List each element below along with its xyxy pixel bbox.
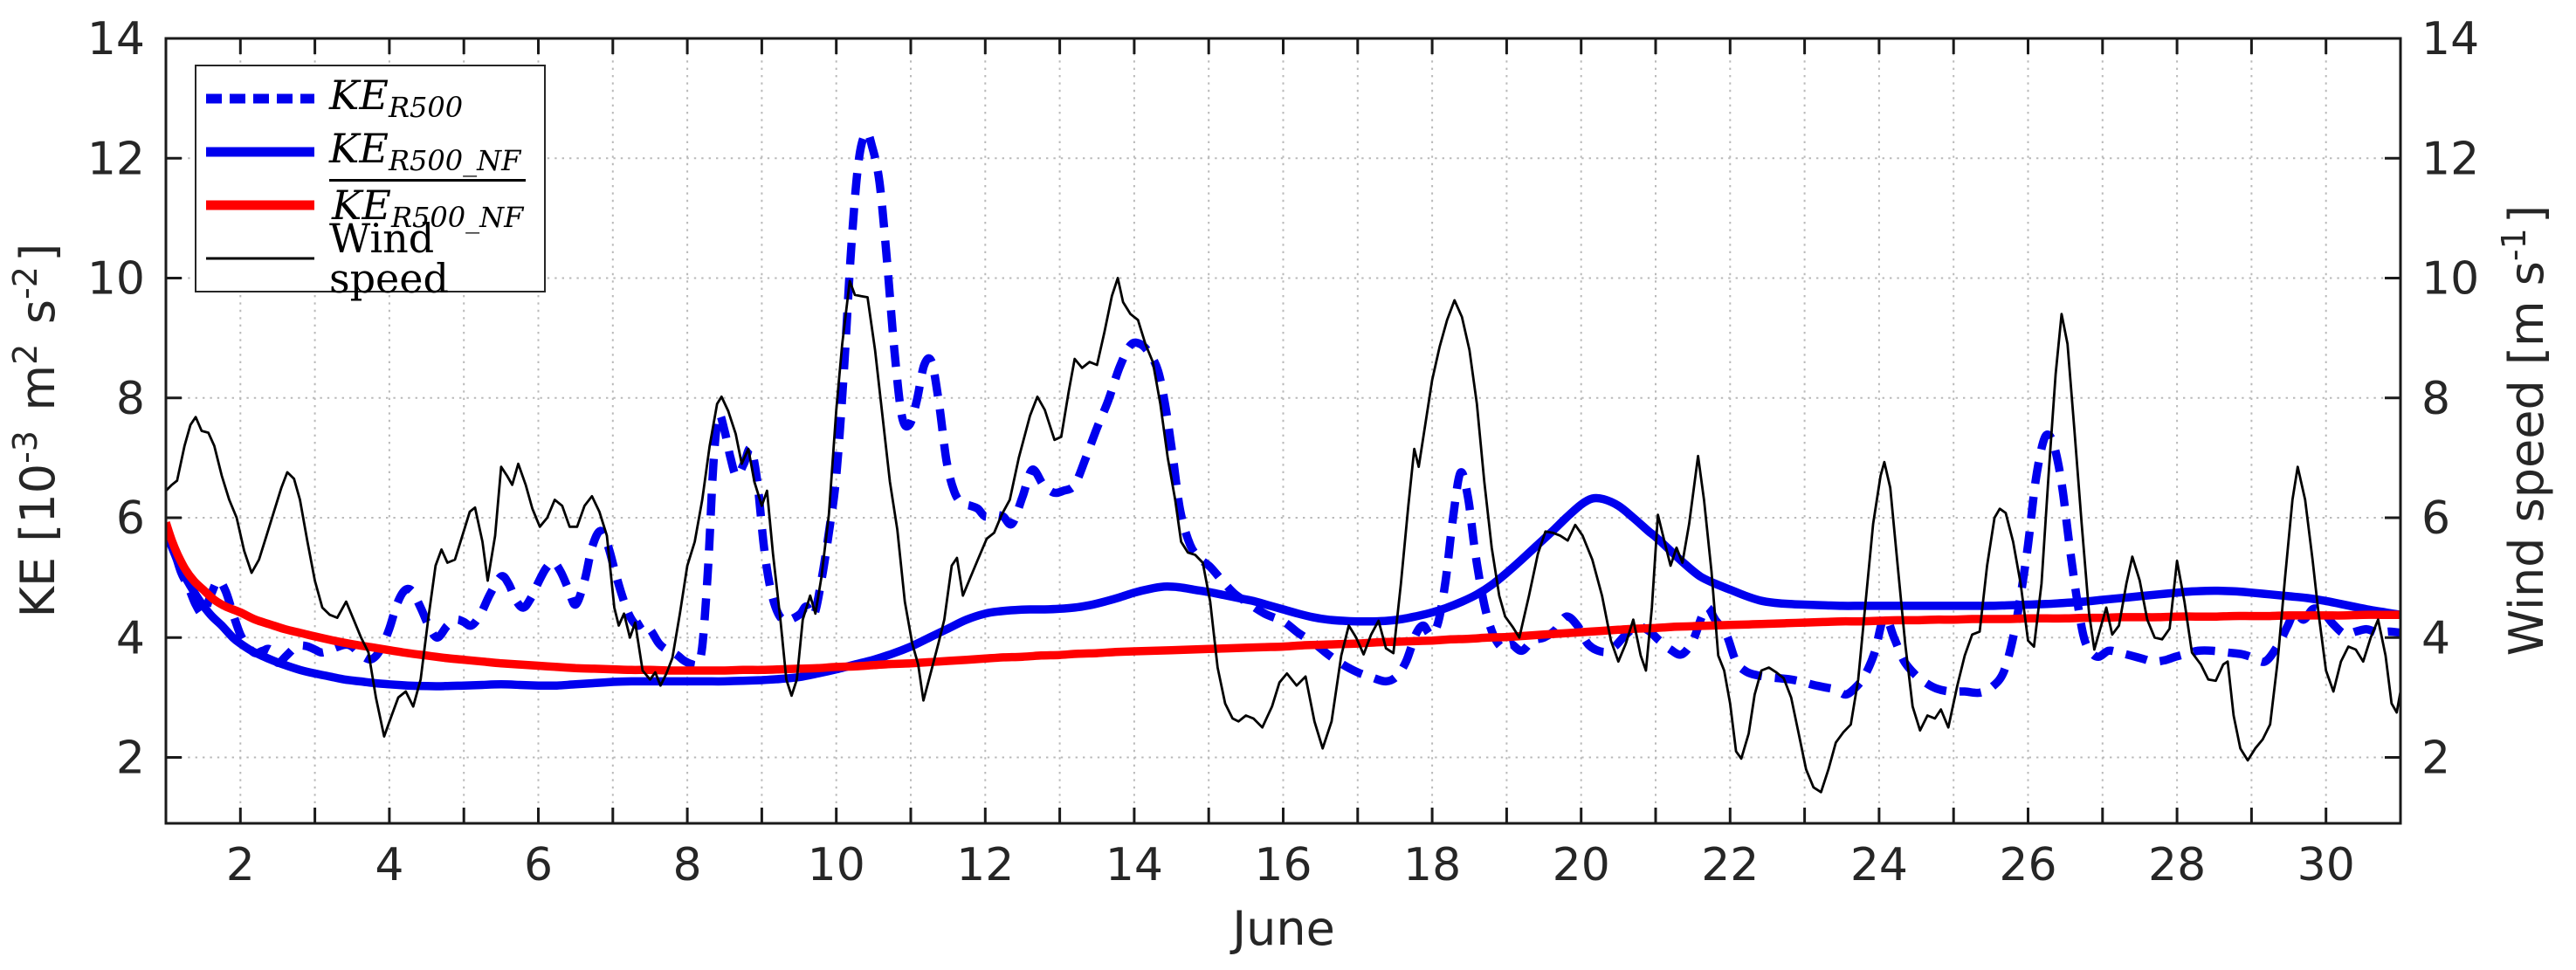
legend-item-mean-ke-r500-nf: KER500_NF xyxy=(196,179,544,231)
svg-text:14: 14 xyxy=(1105,839,1163,891)
legend-swatch-dashed-icon xyxy=(206,93,314,104)
grid-lines xyxy=(166,38,2400,823)
legend-item-wind-speed: Wind speed xyxy=(196,218,544,299)
svg-text:2: 2 xyxy=(2421,733,2450,785)
legend-label: KER500 xyxy=(329,72,464,125)
svg-text:8: 8 xyxy=(673,839,702,891)
y-axis-label-left: KE [10-3 m2 s-2 ] xyxy=(6,244,65,618)
svg-text:24: 24 xyxy=(1850,839,1908,891)
y-axis-label-right: Wind speed [m s-1 ] xyxy=(2495,205,2554,657)
svg-text:28: 28 xyxy=(2148,839,2206,891)
series-wind-speed xyxy=(166,277,2400,794)
svg-text:2: 2 xyxy=(226,839,255,891)
svg-text:4: 4 xyxy=(2421,612,2450,664)
svg-text:8: 8 xyxy=(116,373,145,425)
svg-text:22: 22 xyxy=(1701,839,1759,891)
legend-swatch-blue-solid-icon xyxy=(206,147,314,157)
svg-text:4: 4 xyxy=(375,839,403,891)
svg-text:6: 6 xyxy=(2421,492,2450,545)
axis-ticks xyxy=(166,37,2400,823)
legend-label-overlined: KER500_NF xyxy=(329,179,527,231)
svg-text:6: 6 xyxy=(116,492,145,545)
legend-label: KER500_NF xyxy=(329,125,521,178)
svg-text:10: 10 xyxy=(2421,253,2479,306)
svg-text:20: 20 xyxy=(1553,839,1610,891)
svg-text:6: 6 xyxy=(524,839,553,891)
legend-item-ke-r500: KER500 xyxy=(196,72,544,125)
svg-text:12: 12 xyxy=(2421,133,2479,185)
x-axis-label: June xyxy=(1229,901,1335,956)
series-mean-ke-r500-nf xyxy=(166,521,2400,675)
svg-text:12: 12 xyxy=(956,839,1014,891)
svg-text:30: 30 xyxy=(2297,839,2355,891)
svg-text:16: 16 xyxy=(1254,839,1312,891)
svg-text:10: 10 xyxy=(87,253,145,306)
svg-text:26: 26 xyxy=(1999,839,2056,891)
svg-text:2: 2 xyxy=(116,733,145,785)
svg-text:18: 18 xyxy=(1403,839,1461,891)
legend-swatch-thin-black-icon xyxy=(206,257,314,260)
legend-swatch-red-solid-icon xyxy=(206,200,314,210)
data-series xyxy=(166,128,2400,794)
legend-item-ke-r500-nf: KER500_NF xyxy=(196,126,544,178)
svg-text:14: 14 xyxy=(87,13,145,65)
tick-labels: 2 4 6 8 10 12 14 16 18 20 22 24 26 28 3024681012142468… xyxy=(87,13,2479,891)
svg-text:8: 8 xyxy=(2421,373,2450,425)
series-ke-r500-nf xyxy=(166,493,2400,691)
svg-text:12: 12 xyxy=(87,133,145,185)
series-ke-r500 xyxy=(166,128,2400,699)
svg-text:4: 4 xyxy=(116,612,145,664)
legend-label: Wind speed xyxy=(329,215,449,303)
svg-text:14: 14 xyxy=(2421,13,2479,65)
legend: KER500 KER500_NF KER500_NF Wind speed xyxy=(195,65,546,299)
svg-text:10: 10 xyxy=(808,839,865,891)
